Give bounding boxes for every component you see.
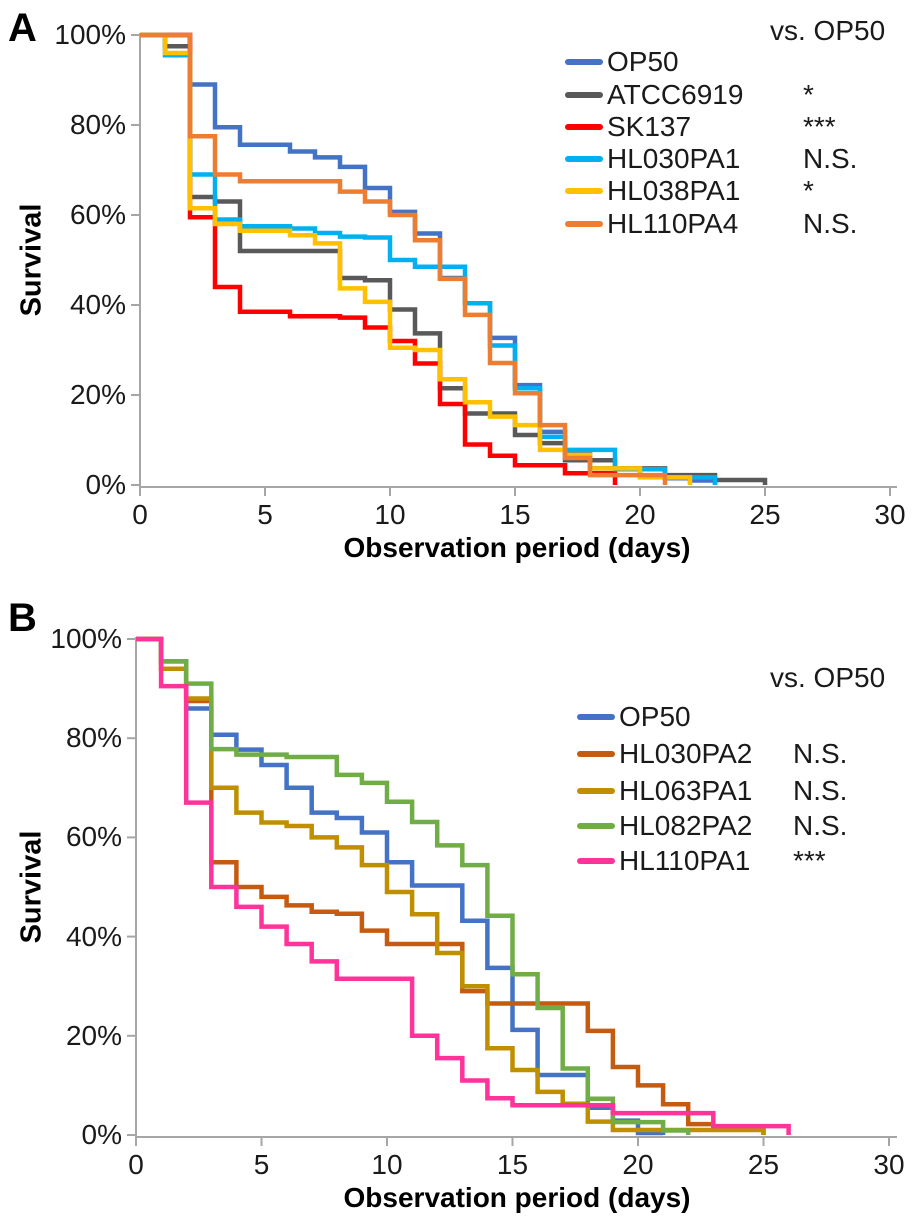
panel-a-y-axis-title: Survival	[15, 203, 48, 317]
panel-a-legend-label-SK137: SK137	[607, 111, 692, 142]
panel-a-legend-label-HL110PA4: HL110PA4	[607, 208, 739, 239]
panel-b-y-tick-label: 0%	[81, 1119, 122, 1150]
panel-a-legend-swatch-ATCC6919	[565, 92, 603, 98]
panel-b-legend-swatch-HL030PA2	[577, 751, 615, 757]
panel-a-legend-label-ATCC6919: ATCC6919	[607, 79, 744, 110]
panel-a-curve-SK137	[140, 32, 618, 485]
panel-b-letter: B	[8, 596, 37, 640]
panel-a-x-tick-label: 30	[874, 499, 906, 530]
panel-a-legend-significance-HL030PA1: N.S.	[803, 143, 858, 174]
panel-b-x-tick-label: 5	[253, 1149, 270, 1180]
panel-a-letter: A	[8, 6, 37, 50]
panel-a-curve-HL110PA4	[140, 32, 668, 485]
panel-a-x-tick-label: 15	[499, 499, 531, 530]
panel-a-x-tick-label: 0	[132, 499, 148, 530]
panel-a-legend-label-OP50: OP50	[607, 46, 679, 77]
panel-a-x-axis-title: Observation period (days)	[343, 532, 691, 563]
panel-b-y-tick-label: 60%	[65, 821, 122, 853]
panel-b-y-tick-label: 80%	[65, 722, 122, 754]
panel-b-y-axis-title: Survival	[15, 830, 48, 944]
panel-a-legend-swatch-HL030PA1	[565, 156, 603, 162]
panel-a-y-tick-label: 0%	[85, 469, 126, 500]
panel-b-legend-label-HL063PA1: HL063PA1	[619, 775, 753, 806]
panel-a-x-tick-label: 10	[374, 499, 406, 530]
panel-b-legend-significance-HL082PA2: N.S.	[793, 810, 848, 841]
panel-a-legend-swatch-SK137	[565, 124, 603, 130]
panel-b-x-tick-label: 0	[128, 1149, 144, 1180]
panel-b-y-tick-label: 40%	[65, 920, 122, 952]
panel-b-legend-header: vs. OP50	[770, 662, 886, 693]
panel-b-x-tick-label: 20	[622, 1149, 654, 1180]
panel-b-x-tick-label: 15	[496, 1149, 529, 1180]
panel-b-x-tick-label: 25	[747, 1149, 780, 1180]
panel-a-legend-header: vs. OP50	[770, 15, 886, 46]
panel-b-legend-swatch-HL082PA2	[577, 823, 615, 829]
panel-a-legend-significance-HL038PA1: *	[803, 175, 814, 206]
panel-a-x-tick-label: 5	[257, 499, 273, 530]
panel-a-legend-label-HL030PA1: HL030PA1	[607, 143, 741, 174]
panel-a-y-tick-label: 80%	[69, 109, 126, 140]
panel-a-legend-significance-ATCC6919: *	[803, 79, 814, 110]
panel-a-y-tick-label: 20%	[69, 379, 126, 410]
panel-a-y-tick-label: 40%	[69, 289, 126, 320]
panel-b-legend-swatch-HL063PA1	[577, 788, 615, 794]
panel-b-x-axis-title: Observation period (days)	[343, 1182, 691, 1213]
panel-b-legend-swatch-HL110PA1	[577, 858, 615, 864]
panel-b-legend-label-HL110PA1: HL110PA1	[619, 845, 751, 876]
panel-a-legend-label-HL038PA1: HL038PA1	[607, 175, 741, 206]
panel-b-legend-significance-HL030PA2: N.S.	[793, 738, 848, 769]
panel-a-legend-swatch-OP50	[565, 59, 603, 65]
panel-a-y-tick-label: 60%	[69, 199, 126, 230]
panel-b-legend-label-HL082PA2: HL082PA2	[619, 810, 753, 841]
panel-b-x-tick-label: 30	[873, 1149, 905, 1180]
panel-a-legend-significance-HL110PA4: N.S.	[803, 208, 858, 239]
panel-a-legend-swatch-HL038PA1	[565, 188, 603, 194]
panel-a-x-tick-label: 25	[749, 499, 781, 530]
panel-b-legend-label-HL030PA2: HL030PA2	[619, 738, 753, 769]
panel-a-curve-HL030PA1	[140, 32, 718, 485]
panel-b-curve-HL110PA1	[136, 636, 791, 1135]
panel-b-legend-swatch-OP50	[577, 714, 615, 720]
panel-a-legend-swatch-HL110PA4	[565, 221, 603, 227]
panel-b-y-tick-label: 20%	[65, 1019, 122, 1051]
panel-b-legend-significance-HL063PA1: N.S.	[793, 775, 848, 806]
panel-b-curve-HL063PA1	[136, 636, 766, 1135]
panel-a-legend-significance-SK137: ***	[803, 111, 836, 142]
panel-b-y-tick-label: 100%	[50, 623, 122, 654]
panel-a-x-tick-label: 20	[624, 499, 656, 530]
panel-b-legend-label-OP50: OP50	[619, 701, 691, 732]
panel-b-curve-HL082PA2	[136, 636, 691, 1135]
panel-b-x-tick-label: 10	[371, 1149, 403, 1180]
panel-b-legend-significance-HL110PA1: ***	[793, 845, 826, 876]
panel-a-y-tick-label: 100%	[54, 19, 126, 50]
